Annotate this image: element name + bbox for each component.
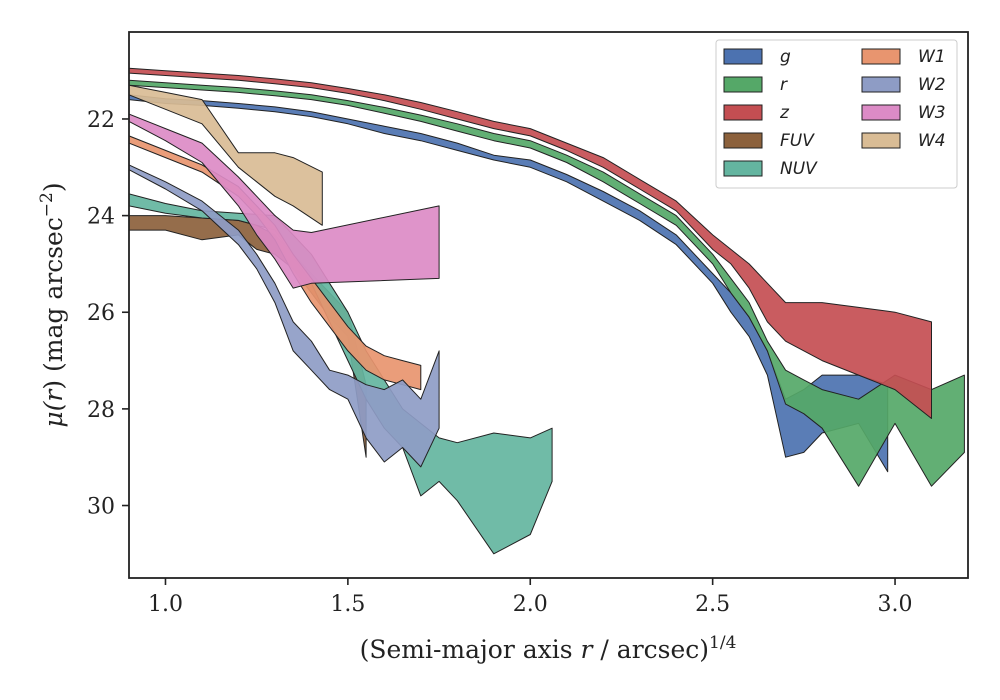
x-axis-label: (Semi-major axis r / arcsec)1/4 (360, 633, 737, 664)
x-tick-label: 1.0 (148, 592, 183, 617)
legend-swatch-nuv (723, 160, 763, 177)
legend-label-nuv: NUV (780, 159, 818, 179)
x-tick-label: 2.0 (513, 592, 548, 617)
x-tick-label: 3.0 (878, 592, 913, 617)
x-tick-label: 1.5 (330, 592, 365, 617)
legend-swatch-w1 (861, 48, 901, 65)
legend-swatch-fuv (723, 132, 763, 149)
legend-swatch-z (723, 104, 763, 121)
tick-layer: 1.0 1.5 2.0 2.5 3.0 22 24 26 28 30 (87, 108, 913, 617)
y-tick-label: 28 (87, 398, 115, 423)
y-tick-label: 22 (87, 108, 115, 133)
y-tick-label: 26 (87, 301, 115, 326)
legend-swatch-r (723, 76, 763, 93)
legend-label-w1: W1 (918, 47, 946, 67)
legend-swatch-w4 (861, 132, 901, 149)
band-z (129, 67, 932, 419)
legend-label-w4: W4 (918, 131, 946, 151)
legend-swatch-w2 (861, 76, 901, 93)
y-axis-label: μ(r) (mag arcsec−2) (37, 182, 68, 427)
legend-label-w2: W2 (918, 75, 946, 95)
axes-frame (128, 31, 969, 579)
legend: grz FUV NUV W1 W2 W3 W4 (715, 39, 958, 189)
legend-label-r: r (780, 75, 788, 95)
band-w2 (129, 164, 440, 468)
y-tick-label: 30 (87, 495, 115, 520)
legend-label-w3: W3 (918, 103, 946, 123)
legend-label-g: g (780, 47, 791, 67)
y-tick-label: 24 (87, 205, 115, 230)
legend-label-fuv: FUV (780, 131, 815, 151)
band-r (129, 79, 965, 487)
band-w4 (129, 84, 323, 226)
legend-label-z: z (779, 103, 790, 123)
legend-swatch-w3 (861, 104, 901, 121)
band-w3 (129, 113, 440, 289)
legend-swatch-g (723, 48, 763, 65)
x-tick-label: 2.5 (695, 592, 730, 617)
band-layer (129, 67, 965, 555)
band-g (129, 94, 889, 473)
